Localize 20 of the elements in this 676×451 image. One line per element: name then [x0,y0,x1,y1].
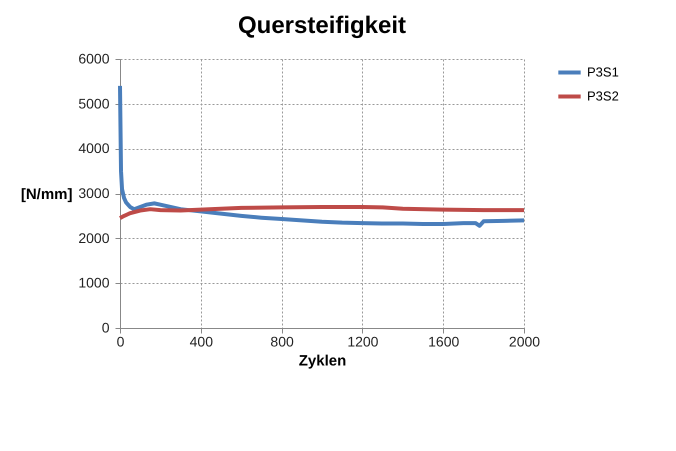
legend-label: P3S1 [587,64,619,80]
x-tick-label: 400 [190,334,214,350]
x-tick-label: 2000 [508,334,540,350]
chart-title: Quersteifigkeit [238,12,406,39]
x-tick-label: 1200 [347,334,379,350]
line-series [118,204,526,220]
y-tick-label: 0 [102,320,110,336]
y-tick-label: 3000 [78,185,110,201]
x-tick-label: 1600 [428,334,460,350]
x-tick-label: 800 [270,334,294,350]
x-axis-title: Zyklen [298,352,346,370]
legend-label: P3S2 [587,88,619,104]
y-tick-label: 1000 [78,274,110,291]
y-tick-label: 6000 [78,50,110,66]
x-tick-label: 0 [116,334,125,350]
y-tick-label: 4000 [78,140,110,156]
y-tick-label: 2000 [78,230,110,246]
y-axis-title: [N/mm] [20,186,72,203]
y-tick-label: 5000 [78,95,110,112]
line-series [118,84,526,228]
